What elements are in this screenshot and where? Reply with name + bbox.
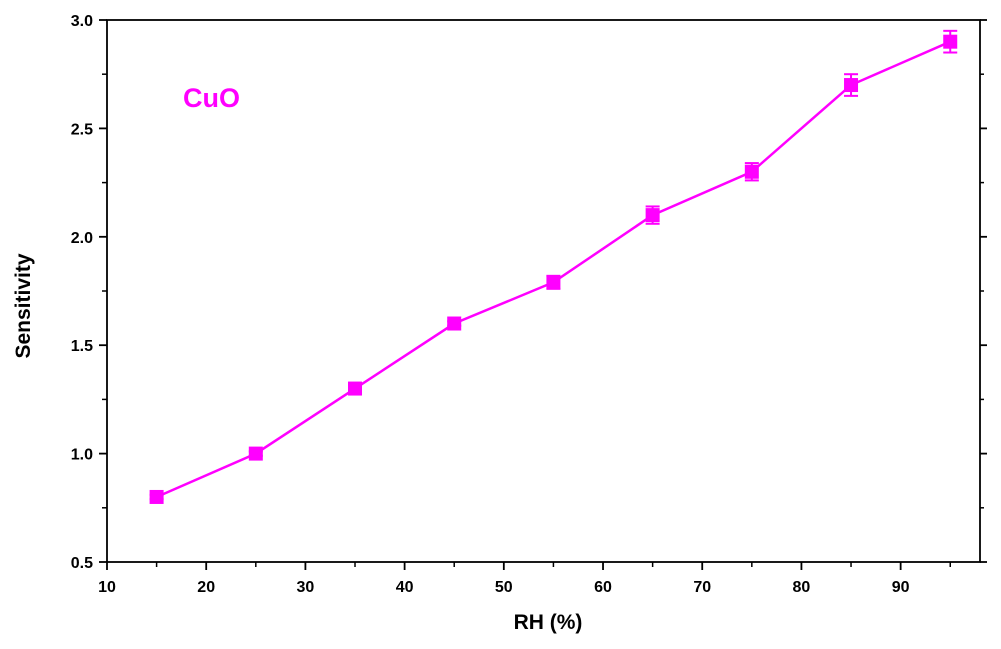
- y-axis: 0.5 1.0 1.5 2.0 2.5 3.0: [71, 13, 987, 572]
- data-point: [348, 381, 363, 396]
- series-annotation: CuO: [183, 83, 240, 113]
- data-point: [844, 78, 859, 93]
- data-point: [447, 316, 462, 331]
- x-tick-label: 30: [297, 579, 315, 596]
- x-tick-label: 70: [693, 579, 711, 596]
- data-point: [943, 34, 958, 49]
- x-tick-label: 90: [892, 579, 910, 596]
- x-tick-label: 40: [396, 579, 414, 596]
- series-layer: [149, 29, 958, 504]
- x-axis-title: RH (%): [514, 611, 583, 634]
- y-tick-label: 2.5: [71, 121, 93, 138]
- x-tick-label: 10: [98, 579, 116, 596]
- x-tick-label: 50: [495, 579, 513, 596]
- data-point: [744, 164, 759, 179]
- data-point: [149, 489, 164, 504]
- y-tick-label: 1.5: [71, 338, 93, 355]
- data-point: [645, 208, 660, 223]
- y-tick-label: 2.0: [71, 230, 93, 247]
- x-tick-label: 80: [793, 579, 811, 596]
- y-tick-label: 0.5: [71, 555, 93, 572]
- data-point: [248, 446, 263, 461]
- y-tick-label: 1.0: [71, 447, 93, 464]
- x-tick-label: 20: [197, 579, 215, 596]
- x-tick-label: 60: [594, 579, 612, 596]
- y-axis-title: Sensitivity: [12, 253, 35, 358]
- x-axis: 10 20 30 40 50 60 70 80 90: [98, 562, 951, 596]
- series-line: [156, 40, 951, 499]
- y-tick-label: 3.0: [71, 13, 93, 30]
- data-point: [546, 275, 561, 290]
